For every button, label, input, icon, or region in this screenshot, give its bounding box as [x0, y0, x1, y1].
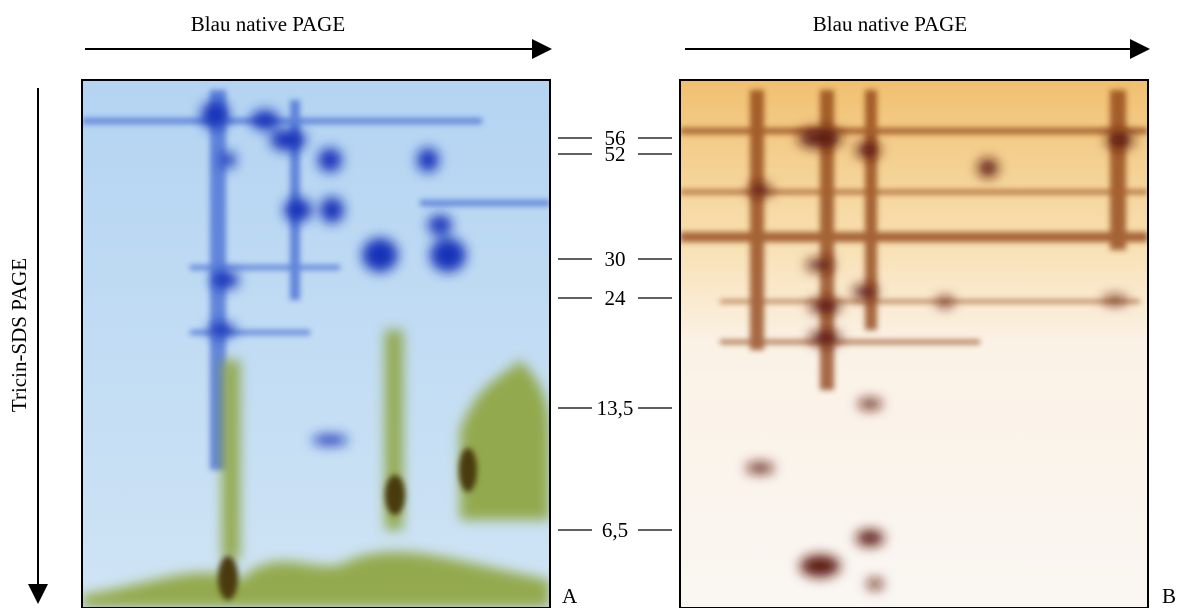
panel-letter: B	[1162, 584, 1176, 608]
side-label: Tricin-SDS PAGE	[7, 258, 31, 412]
page: Blau native PAGE Blau native PAGE Tricin…	[0, 0, 1184, 608]
marker-label: 6,5	[602, 518, 628, 542]
marker-label: 30	[605, 247, 626, 271]
marker-label: 52	[605, 142, 626, 166]
top-label: Blau native PAGE	[813, 12, 967, 36]
gel-a	[82, 80, 550, 608]
gel-b	[680, 80, 1148, 608]
marker-label: 13,5	[597, 396, 634, 420]
panel-letter: A	[562, 584, 578, 608]
top-label: Blau native PAGE	[191, 12, 345, 36]
marker-label: 24	[605, 286, 627, 310]
figure: Blau native PAGE Blau native PAGE Tricin…	[0, 0, 1184, 608]
